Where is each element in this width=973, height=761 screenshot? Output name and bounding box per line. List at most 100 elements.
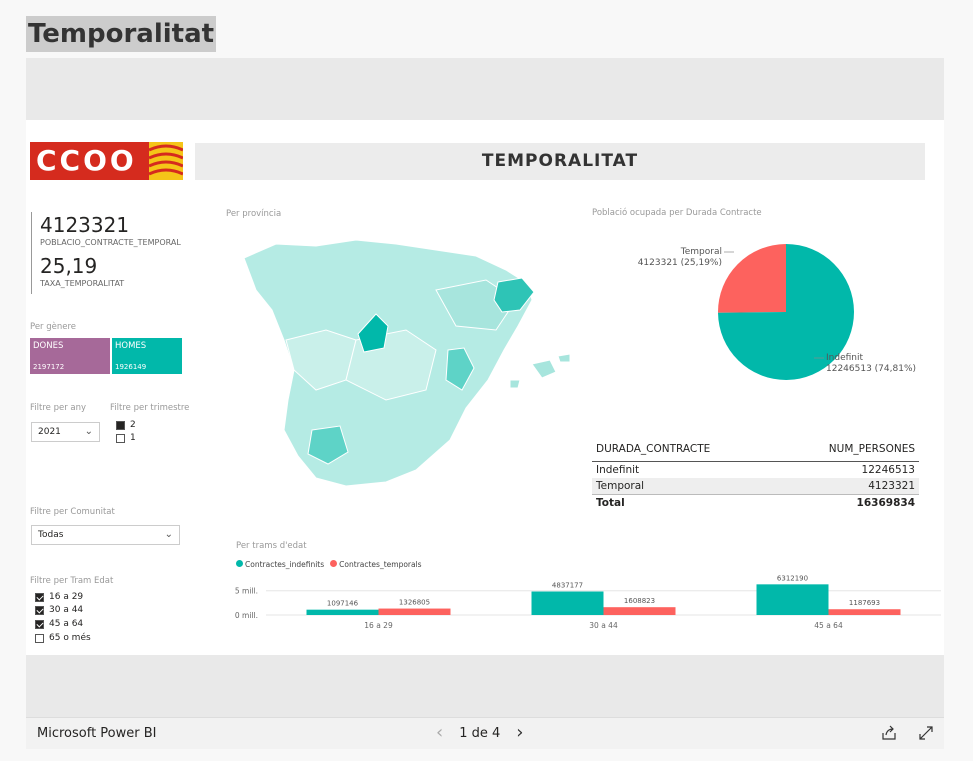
data-label: 6312190 [777, 575, 808, 582]
table-cell: 4123321 [868, 480, 915, 492]
checkbox[interactable] [35, 633, 44, 643]
spain-map[interactable] [236, 230, 576, 500]
chevron-left-icon[interactable]: ‹ [436, 722, 444, 743]
data-label: 1608823 [624, 597, 655, 605]
checkbox[interactable] [35, 592, 44, 602]
x-tick-label: 45 a 64 [814, 621, 843, 630]
gender-label: HOMES [115, 341, 147, 351]
bar[interactable] [828, 609, 901, 615]
community-selected: Todas [38, 530, 64, 540]
data-label: 1187693 [849, 599, 880, 607]
map-region-sevilla [307, 425, 349, 465]
quarter-filter-title: Filtre per trimestre [110, 403, 190, 413]
map-region-balears [509, 379, 521, 389]
gender-tile-homes[interactable]: HOMES 1926149 [112, 338, 182, 374]
report-canvas: CCOO TEMPORALITAT 4123321 POBLACIO_CONTR… [26, 120, 944, 655]
pie-label-name: Indefinit [826, 353, 863, 363]
kpi-temporal-value: 4123321 [40, 213, 130, 237]
year-dropdown[interactable]: 2021 ⌄ [31, 422, 100, 442]
table-row[interactable]: Temporal 4123321 [592, 478, 919, 494]
legend-item[interactable]: Contractes_indefinits [236, 560, 324, 569]
quarter-option[interactable]: 1 [116, 433, 136, 443]
flag-icon [149, 142, 183, 180]
table-header-cell[interactable]: DURADA_CONTRACTE [596, 443, 711, 455]
map-region-madrid [357, 313, 389, 353]
community-filter-title: Filtre per Comunitat [30, 507, 115, 517]
pie-slice-indefinit[interactable] [718, 244, 854, 380]
pie-label-value: 4123321 (25,19%) [638, 258, 722, 268]
map-title: Per província [226, 209, 282, 219]
bottom-band [26, 655, 944, 717]
checkbox[interactable] [35, 605, 44, 615]
gender-tile-dones[interactable]: DONES 2197172 [30, 338, 110, 374]
powerbi-brand[interactable]: Microsoft Power BI [37, 726, 157, 741]
data-label: 4837177 [552, 582, 583, 590]
quarter-option-label: 1 [130, 433, 136, 443]
gender-title: Per gènere [30, 322, 77, 332]
age-option-label: 16 a 29 [49, 592, 84, 602]
table-cell: 12246513 [861, 464, 915, 476]
chevron-right-icon[interactable]: › [516, 722, 524, 743]
community-dropdown[interactable]: Todas ⌄ [31, 525, 180, 545]
bar-chart[interactable]: 0 mill. 5 mill. 1097146 1326805 16 a 29 48371… [226, 575, 941, 637]
map-region-balears [557, 353, 571, 363]
pie-label-value: 12246513 (74,81%) [826, 364, 916, 374]
table-cell: 16369834 [856, 497, 915, 509]
share-icon[interactable] [881, 725, 897, 741]
table-row[interactable]: Indefinit 12246513 [592, 462, 919, 478]
legend-dot [330, 560, 338, 567]
age-option[interactable]: 45 a 64 [35, 619, 83, 629]
table-header: DURADA_CONTRACTE NUM_PERSONES [592, 440, 919, 462]
report-banner: TEMPORALITAT [195, 143, 925, 180]
bar[interactable] [603, 607, 676, 615]
bar[interactable] [531, 591, 604, 615]
fullscreen-icon[interactable] [918, 725, 934, 741]
data-label: 1097146 [327, 600, 359, 608]
checkbox[interactable] [116, 433, 125, 443]
year-selected: 2021 [38, 427, 61, 437]
checkbox[interactable] [35, 619, 44, 629]
logo-text: CCOO [36, 144, 137, 177]
map-region-valencia [445, 347, 475, 391]
page-title: Temporalitat [26, 16, 217, 52]
gender-value: 1926149 [115, 363, 147, 371]
bar[interactable] [306, 609, 379, 615]
table-cell: Indefinit [596, 464, 640, 476]
page-indicator: 1 de 4 [459, 725, 501, 741]
pie-label-name: Temporal [680, 247, 722, 257]
x-tick-label: 16 a 29 [364, 621, 393, 630]
age-option-label: 65 o més [49, 633, 91, 643]
quarter-option-label: 2 [130, 420, 136, 430]
bar[interactable] [378, 608, 451, 615]
legend-label: Contractes_indefinits [245, 560, 325, 569]
footer-bar: Microsoft Power BI ‹ 1 de 4 › [26, 717, 944, 749]
age-filter-title: Filtre per Tram Edat [30, 576, 114, 586]
table-cell: Total [596, 497, 625, 509]
bar-chart-title: Per trams d'edat [236, 541, 307, 551]
legend-label: Contractes_temporals [339, 560, 422, 569]
bar-legend: Contractes_indefinits Contractes_tempora… [236, 560, 422, 569]
top-band [26, 58, 944, 120]
year-filter-title: Filtre per any [30, 403, 87, 413]
checkbox[interactable] [116, 420, 125, 430]
gender-label: DONES [33, 341, 64, 351]
legend-item[interactable]: Contractes_temporals [330, 560, 422, 569]
map-region-balears [531, 359, 557, 379]
pie-slice-temporal[interactable] [718, 244, 786, 313]
chevron-down-icon: ⌄ [84, 426, 93, 437]
pager: ‹ 1 de 4 › [436, 724, 523, 742]
age-option[interactable]: 65 o més [35, 633, 91, 643]
map-region-barcelona [493, 277, 535, 313]
data-table: DURADA_CONTRACTE NUM_PERSONES Indefinit … [592, 440, 919, 510]
table-header-cell[interactable]: NUM_PERSONES [828, 443, 915, 455]
age-option[interactable]: 30 a 44 [35, 605, 83, 615]
kpi-card: 4123321 POBLACIO_CONTRACTE_TEMPORAL 25,1… [31, 212, 181, 294]
data-label: 1326805 [399, 599, 430, 607]
kpi-rate-label: TAXA_TEMPORALITAT [40, 279, 125, 288]
quarter-option[interactable]: 2 [116, 420, 136, 430]
bar[interactable] [756, 584, 829, 615]
kpi-temporal-label: POBLACIO_CONTRACTE_TEMPORAL [40, 238, 181, 247]
age-option[interactable]: 16 a 29 [35, 592, 83, 602]
age-option-label: 45 a 64 [49, 619, 84, 629]
